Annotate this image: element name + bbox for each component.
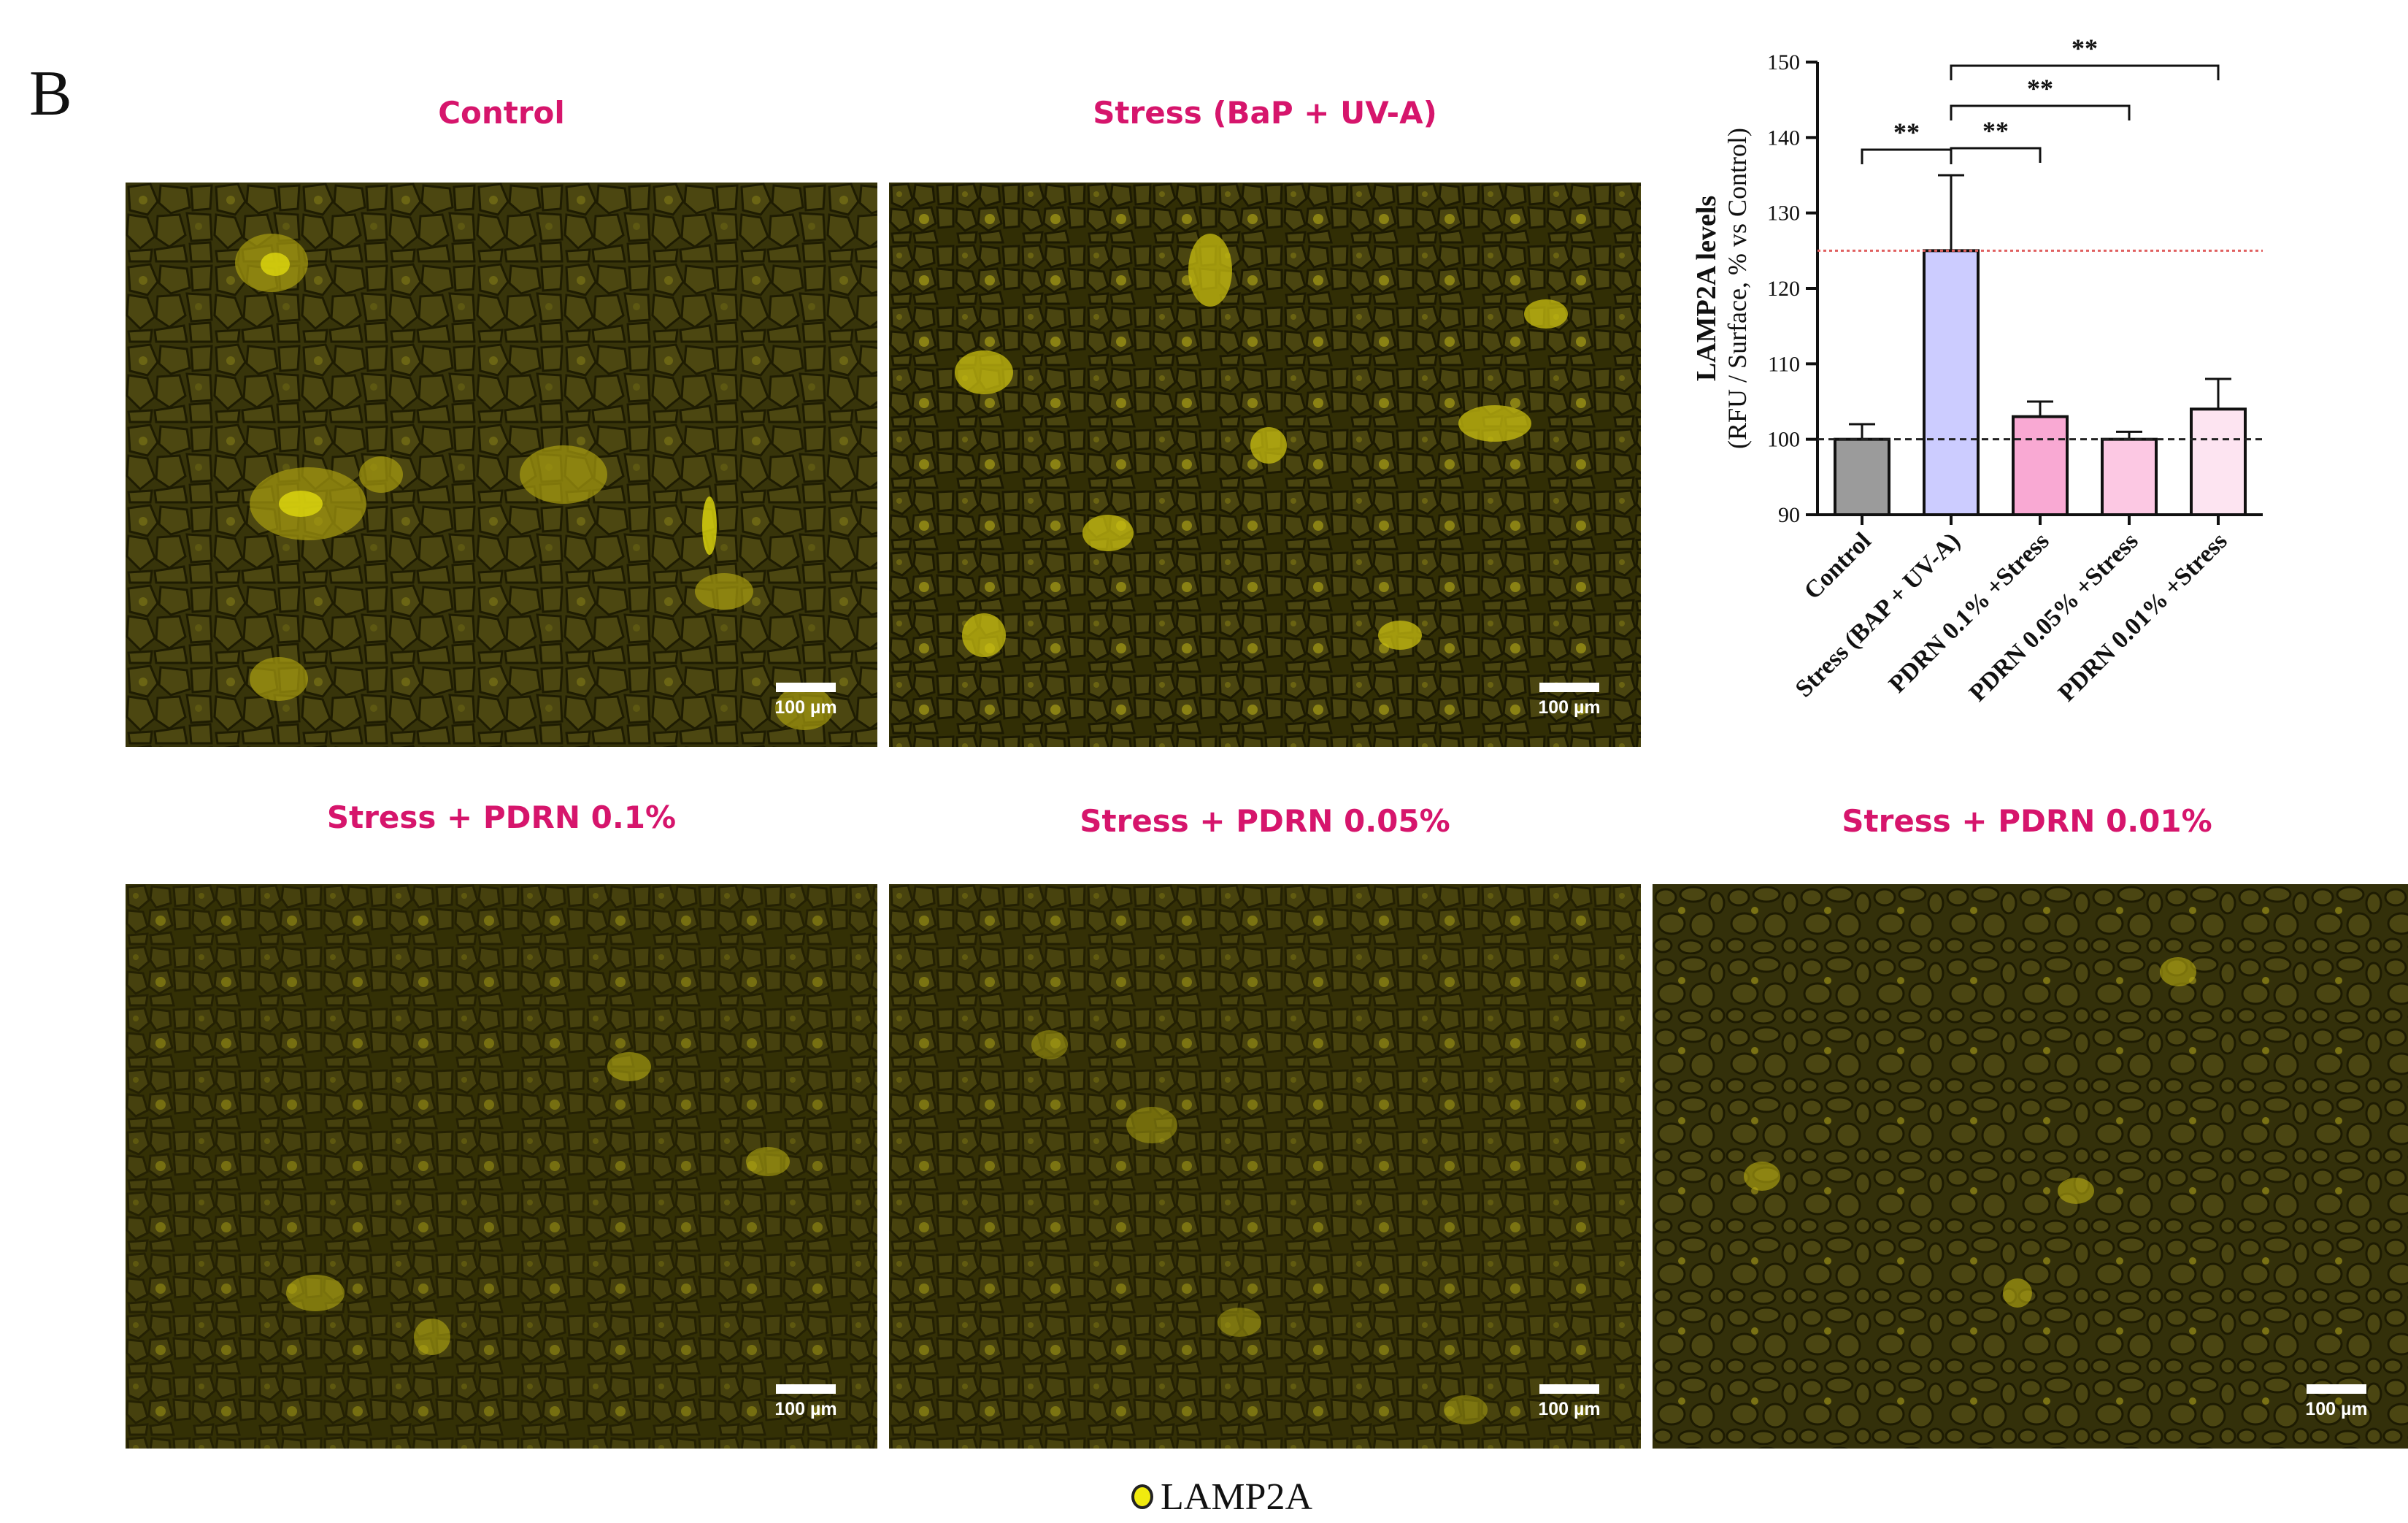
- scalebar-line: [1539, 683, 1599, 692]
- micrograph-stress: 100 µm: [889, 183, 1641, 747]
- y-tick-label: 100: [1767, 428, 1800, 452]
- y-axis-subtitle: (RFU / Surface, % vs Control): [1723, 128, 1752, 449]
- y-tick-label: 90: [1778, 503, 1800, 527]
- significance-label: **: [1982, 116, 2009, 145]
- bar: [1923, 249, 1980, 516]
- scalebar-label: 100 µm: [2305, 1399, 2368, 1419]
- x-tick-label: Control: [1799, 527, 1877, 605]
- y-tick-label: 130: [1767, 202, 1800, 226]
- y-tick-label: 150: [1767, 50, 1800, 74]
- bar: [2012, 415, 2069, 517]
- micrograph-texture: [889, 884, 1641, 1449]
- micrograph-control: 100 µm: [126, 183, 877, 747]
- scalebar: 100 µm: [2303, 1384, 2370, 1428]
- image-title-pdrn-01: Stress + PDRN 0.1%: [326, 799, 677, 835]
- significance-bracket: [1861, 148, 1953, 164]
- scalebar-label: 100 µm: [774, 1399, 837, 1419]
- scalebar-line: [1539, 1384, 1599, 1394]
- scalebar-label: 100 µm: [774, 697, 837, 718]
- y-tick-label: 140: [1767, 126, 1800, 150]
- image-title-control: Control: [438, 95, 565, 131]
- y-tick-label: 120: [1767, 277, 1800, 301]
- bar: [2101, 437, 2158, 517]
- micrograph-pdrn-001: 100 µm: [1653, 884, 2408, 1449]
- significance-bracket: [1950, 147, 2042, 163]
- image-title-stress: Stress (BaP + UV-A): [1093, 95, 1437, 131]
- significance-label: **: [1893, 118, 1920, 147]
- x-tick-label: PDRN 0.1% +Stress: [1884, 527, 2055, 698]
- scalebar: 100 µm: [772, 683, 839, 726]
- scalebar-label: 100 µm: [1538, 1399, 1601, 1419]
- significance-label: **: [2072, 34, 2098, 63]
- scalebar: 100 µm: [1536, 683, 1603, 726]
- legend-marker: [1131, 1484, 1153, 1509]
- x-tick-label: Stress (BAP + UV-A): [1790, 527, 1966, 702]
- micrograph-texture: [126, 183, 877, 747]
- panel-label: B: [29, 58, 72, 129]
- significance-bracket: [1950, 104, 2131, 120]
- scalebar-line: [2307, 1384, 2366, 1394]
- scalebar-line: [776, 1384, 836, 1394]
- y-axis-title: LAMP2A levels: [1691, 196, 1722, 381]
- micrograph-texture: [126, 884, 877, 1449]
- micrograph-texture: [1653, 884, 2408, 1449]
- y-tick-label: 110: [1768, 352, 1800, 376]
- bar: [2190, 407, 2247, 516]
- significance-label: **: [2027, 74, 2053, 103]
- micrograph-pdrn-01: 100 µm: [126, 884, 877, 1449]
- scalebar-line: [776, 683, 836, 692]
- significance-bracket: [1950, 64, 2220, 80]
- x-tick-label: PDRN 0.01% +Stress: [2053, 527, 2233, 707]
- x-tick-label: PDRN 0.05% +Stress: [1964, 527, 2144, 707]
- lamp2a-bar-chart: 90 100 110 120 130 140 150 LAMP2A levels (RFU / …: [1691, 34, 2263, 707]
- micrograph-texture: [889, 183, 1641, 747]
- image-title-pdrn-001: Stress + PDRN 0.01%: [1842, 803, 2212, 839]
- image-title-pdrn-005: Stress + PDRN 0.05%: [1080, 803, 1450, 839]
- micrograph-pdrn-005: 100 µm: [889, 884, 1641, 1449]
- scalebar-label: 100 µm: [1538, 697, 1601, 718]
- legend-label: LAMP2A: [1161, 1476, 1313, 1518]
- bar: [1834, 437, 1890, 517]
- legend: LAMP2A: [1131, 1475, 1312, 1519]
- scalebar: 100 µm: [1536, 1384, 1603, 1428]
- scalebar: 100 µm: [772, 1384, 839, 1428]
